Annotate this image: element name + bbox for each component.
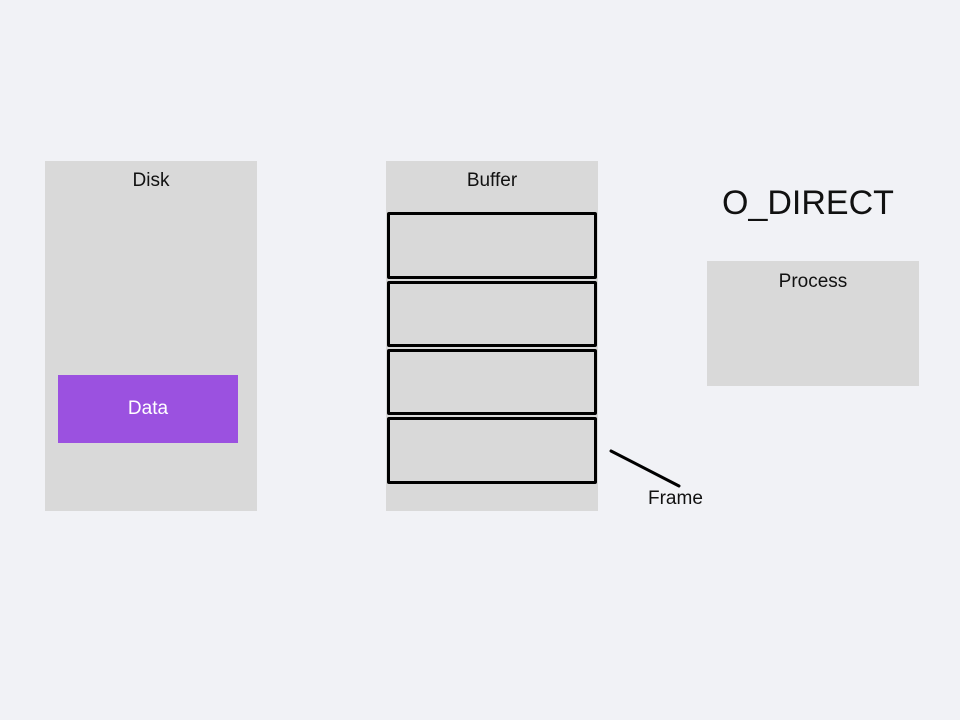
- buffer-label: Buffer: [466, 170, 518, 191]
- mode-title: O_DIRECT: [722, 184, 894, 222]
- process-panel: Process: [707, 261, 919, 386]
- frame-label: Frame: [648, 488, 703, 509]
- buffer-frame: [387, 212, 597, 279]
- buffer-frame: [387, 417, 597, 484]
- buffer-frame: [387, 349, 597, 415]
- disk-label: Disk: [132, 170, 170, 191]
- buffer-frame: [387, 281, 597, 347]
- process-label: Process: [778, 271, 848, 292]
- data-block: Data: [58, 375, 238, 443]
- disk-panel: Disk: [45, 161, 257, 511]
